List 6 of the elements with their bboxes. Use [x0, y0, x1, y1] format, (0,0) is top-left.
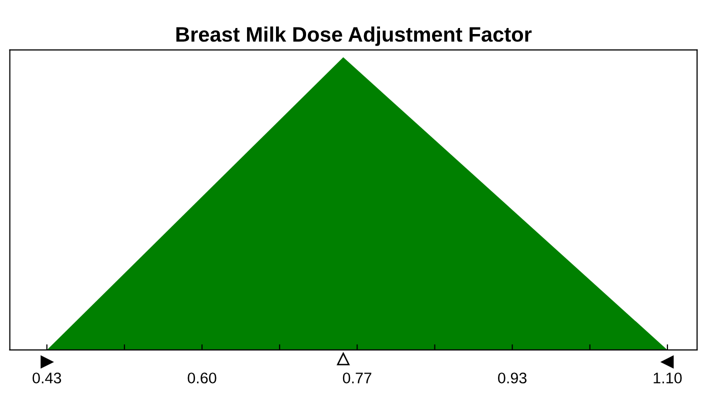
x-tick-label: 1.10: [654, 372, 682, 384]
x-tick-label: 0.43: [32, 372, 62, 384]
x-tick-label: 0.93: [498, 372, 526, 384]
x-tick-label: 0.77: [342, 372, 372, 384]
x-tick-label: 0.60: [188, 372, 216, 384]
chart-title: Breast Milk Dose Adjustment Factor: [176, 26, 532, 46]
